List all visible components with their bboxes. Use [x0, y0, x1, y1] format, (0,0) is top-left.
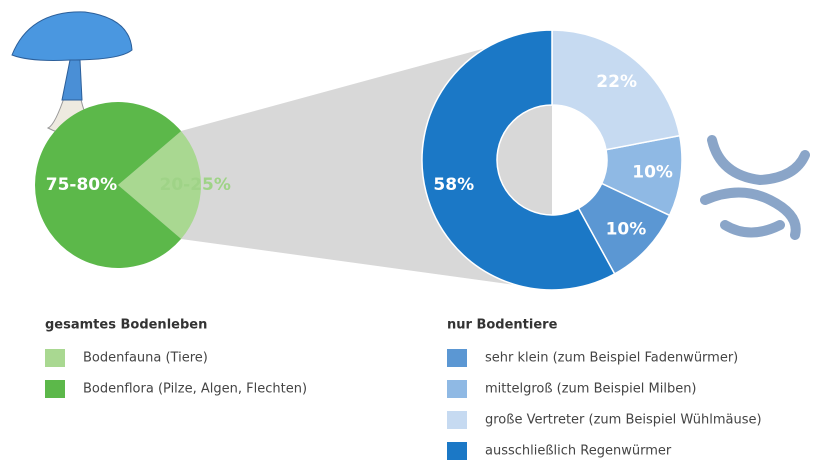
legend-swatch [45, 380, 65, 398]
legend-label: Bodenfauna (Tiere) [83, 351, 208, 366]
legend-swatch [447, 411, 467, 429]
legend-swatch [447, 380, 467, 398]
legend-title: nur Bodentiere [447, 318, 558, 333]
value-label: 20-25% [159, 175, 230, 195]
value-label: 10% [632, 163, 673, 183]
legend-title: gesamtes Bodenleben [45, 318, 207, 333]
legend-label: Bodenflora (Pilze, Algen, Flechten) [83, 382, 307, 397]
legend-swatch [447, 442, 467, 460]
legend-label: ausschließlich Regenwürmer [485, 444, 672, 459]
legend-swatch [447, 349, 467, 367]
legend-label: sehr klein (zum Beispiel Fadenwürmer) [485, 351, 738, 366]
value-label: 75-80% [46, 175, 117, 195]
legend-label: mittelgroß (zum Beispiel Milben) [485, 382, 697, 397]
legend-label: große Vertreter (zum Beispiel Wühlmäuse) [485, 413, 762, 428]
value-label: 10% [606, 219, 647, 239]
worm-icon [705, 140, 805, 235]
value-label: 22% [596, 72, 637, 92]
legend-swatch [45, 349, 65, 367]
value-label: 58% [433, 175, 474, 195]
infographic: 20-25% 75-80% gesamtes Bodenleben Bodenfaun… [0, 0, 827, 461]
